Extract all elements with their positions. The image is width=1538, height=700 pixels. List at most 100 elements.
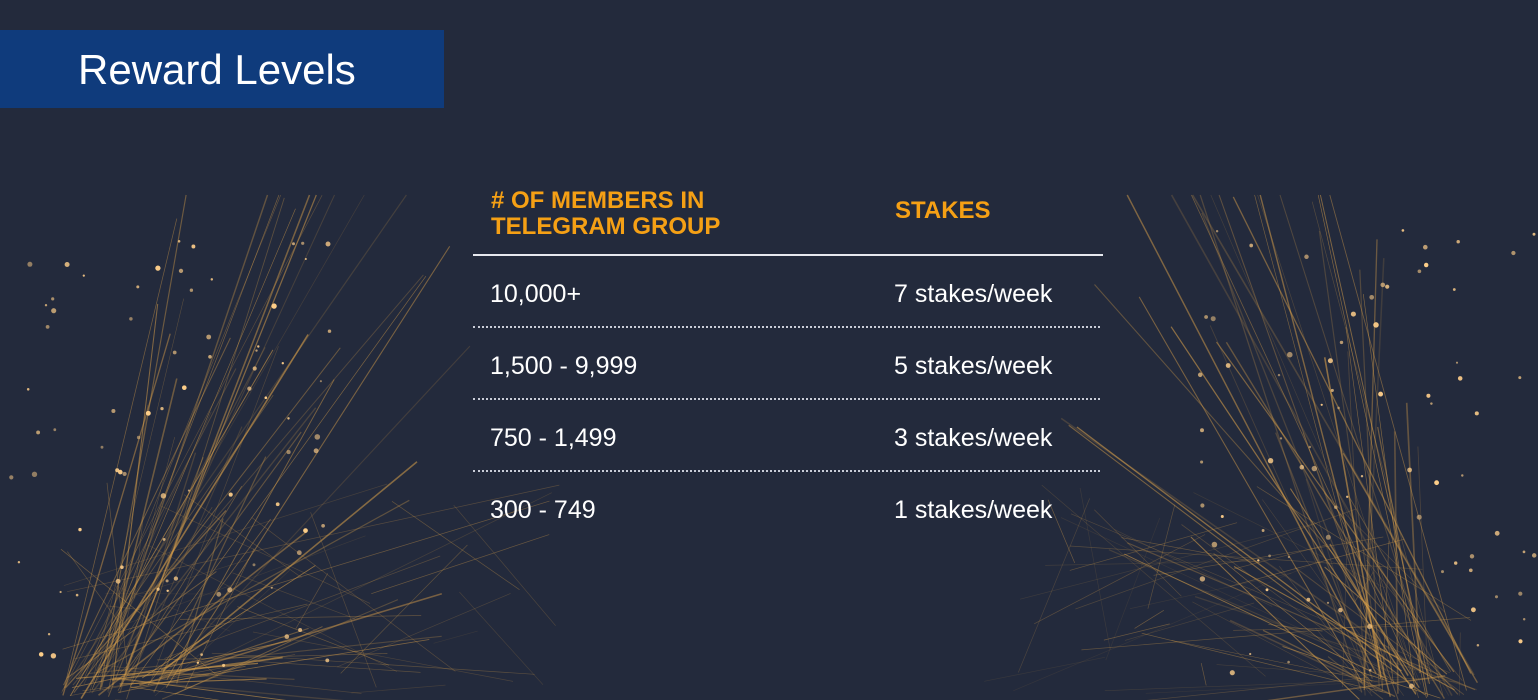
light-streak xyxy=(63,337,231,686)
sparkle-dot xyxy=(44,303,48,307)
light-streak xyxy=(1094,284,1459,695)
light-streak xyxy=(1194,595,1477,691)
light-streak xyxy=(1190,536,1360,700)
sparkle-dot xyxy=(1423,262,1429,268)
sparkle-dot xyxy=(208,354,212,359)
light-streak xyxy=(391,501,520,590)
light-streak xyxy=(1329,543,1409,677)
light-streak xyxy=(211,652,535,675)
light-streak xyxy=(176,518,224,684)
sparkle-dot xyxy=(1457,376,1463,381)
light-streak xyxy=(117,485,243,691)
light-streak xyxy=(157,653,388,661)
sparkle-dot xyxy=(1380,282,1386,288)
sparkle-dot xyxy=(1518,639,1523,644)
light-streak xyxy=(1436,673,1450,696)
sparkle-dot xyxy=(177,240,181,243)
light-streak xyxy=(1256,486,1472,621)
light-streak xyxy=(62,500,550,650)
sparkle-dot xyxy=(1369,294,1375,300)
light-streak xyxy=(92,194,280,683)
light-streak xyxy=(1192,601,1362,692)
sparkle-dot xyxy=(36,430,41,435)
sparkle-dot xyxy=(1461,474,1464,477)
sparkle-dot xyxy=(1287,351,1293,358)
light-streak xyxy=(61,194,407,692)
light-streak xyxy=(1417,446,1429,684)
left-light-streaks xyxy=(60,194,560,700)
light-streak xyxy=(67,551,126,631)
sparkle-dot xyxy=(1308,445,1312,449)
light-streak xyxy=(83,411,212,685)
sparkle-dot xyxy=(1265,588,1269,592)
light-streak xyxy=(1347,351,1366,696)
sparkle-dot xyxy=(1229,670,1235,676)
light-streak xyxy=(1342,536,1348,688)
light-streak xyxy=(1354,571,1374,602)
light-streak xyxy=(1311,201,1444,696)
sparkle-dot xyxy=(173,576,179,581)
light-streak xyxy=(88,635,442,675)
sparkle-dot xyxy=(1261,529,1265,532)
light-streak xyxy=(130,639,430,689)
light-streak xyxy=(1289,488,1420,688)
light-streak xyxy=(99,194,187,691)
sparkle-dot xyxy=(1277,373,1281,377)
sparkle-dot xyxy=(75,593,79,597)
light-streak xyxy=(1141,632,1389,694)
light-streak xyxy=(1127,542,1476,691)
sparkle-dot xyxy=(181,385,187,391)
sparkle-dot xyxy=(1197,372,1203,378)
light-streak xyxy=(119,678,267,685)
sparkle-dot xyxy=(252,563,256,567)
sparkle-dot xyxy=(1333,505,1338,509)
light-streak xyxy=(251,517,456,672)
light-streak xyxy=(1359,269,1380,688)
light-streak xyxy=(1145,679,1424,694)
light-streak xyxy=(1233,625,1421,631)
sparkle-dot xyxy=(191,244,196,249)
light-streak xyxy=(183,494,302,578)
light-streak xyxy=(1367,539,1420,699)
light-streak xyxy=(1041,484,1266,677)
light-streak xyxy=(154,569,290,697)
sparkle-dot xyxy=(1200,428,1204,433)
sparkle-dot xyxy=(78,527,82,532)
light-streak xyxy=(1259,194,1391,697)
light-streak xyxy=(1075,508,1357,610)
light-streak xyxy=(160,639,210,671)
sparkle-dot xyxy=(1522,618,1526,621)
light-streak xyxy=(1146,677,1369,700)
light-streak xyxy=(453,504,556,626)
light-streak xyxy=(93,507,213,686)
light-streak xyxy=(83,194,281,679)
light-streak xyxy=(91,208,296,690)
light-streak xyxy=(336,593,511,668)
light-streak xyxy=(184,548,255,690)
light-streak xyxy=(80,334,309,699)
light-streak xyxy=(1229,619,1384,693)
light-streak xyxy=(1405,402,1421,674)
light-streak xyxy=(1103,623,1170,641)
sparkle-dot xyxy=(100,445,104,449)
light-streak xyxy=(1458,632,1461,696)
light-streak xyxy=(111,656,283,681)
sparkle-dot xyxy=(1518,591,1523,596)
sparkle-dot xyxy=(321,523,325,528)
sparkle-dot xyxy=(200,653,203,656)
light-streak xyxy=(69,349,274,697)
sparkle-dot xyxy=(1474,411,1479,416)
light-streak xyxy=(96,499,410,674)
sparkle-dot xyxy=(1454,561,1458,565)
light-streak xyxy=(1105,517,1161,661)
light-streak xyxy=(1094,509,1182,597)
light-streak xyxy=(62,333,171,696)
sparkle-dot xyxy=(1279,437,1283,440)
sparkle-dot xyxy=(252,366,257,371)
light-streak xyxy=(310,512,377,688)
sparkle-dot xyxy=(1531,553,1537,558)
light-streak xyxy=(74,603,308,660)
sparkle-dot xyxy=(275,502,280,507)
sparkle-dot xyxy=(1360,474,1364,478)
sparkle-dot xyxy=(313,448,319,454)
